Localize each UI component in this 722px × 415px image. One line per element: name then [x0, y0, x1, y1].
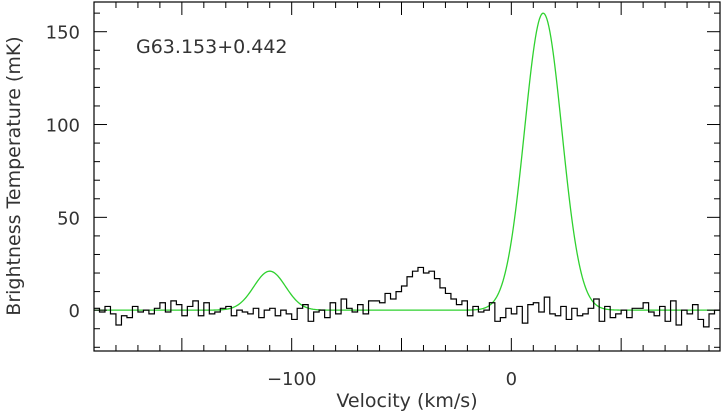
x-axis-label: Velocity (km/s) [336, 390, 477, 412]
x-tick-label: −100 [267, 369, 316, 390]
y-tick-label: 100 [46, 116, 80, 137]
y-tick-label: 0 [69, 301, 80, 322]
y-tick-label: 150 [46, 23, 80, 44]
y-axis-label: Brightness Temperature (mK) [3, 36, 25, 315]
observed-spectrum-line [94, 266, 720, 328]
x-tick-label: 0 [506, 369, 517, 390]
axis-tick-labels: −100 0 0 50 100 150 [46, 23, 517, 390]
source-name-annotation: G63.153+0.442 [136, 36, 288, 58]
y-tick-label: 50 [57, 208, 80, 229]
plot-frame [93, 1, 721, 352]
axis-ticks [94, 2, 720, 351]
